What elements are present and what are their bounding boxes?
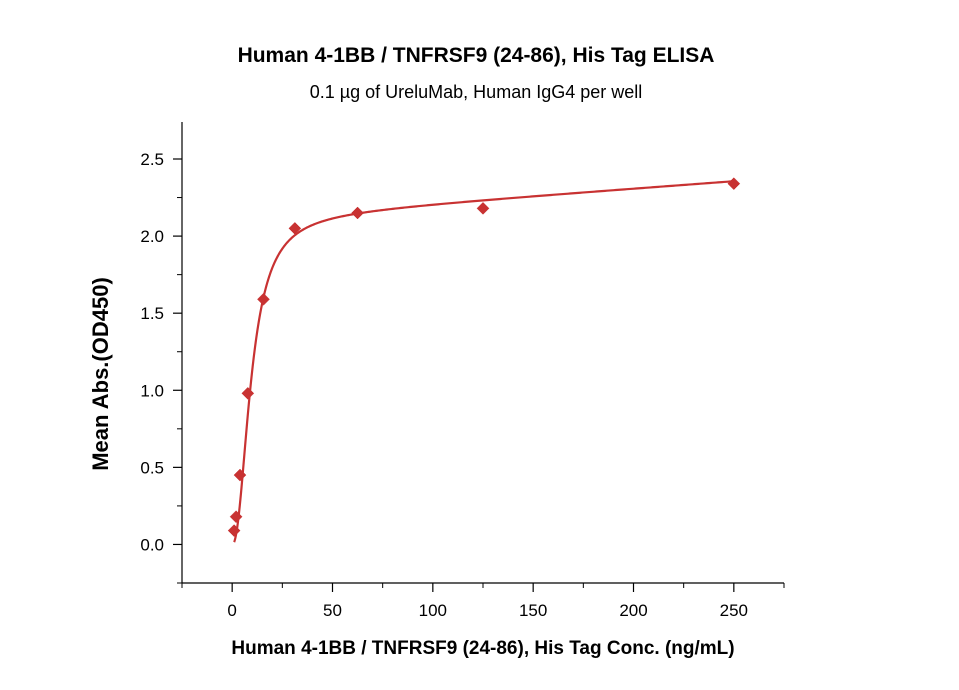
data-point <box>227 524 241 537</box>
y-tick-label: 0.5 <box>140 458 164 477</box>
x-tick-label: 200 <box>619 601 647 620</box>
y-axis-label: Mean Abs.(OD450) <box>88 277 113 471</box>
x-tick-label: 50 <box>323 601 342 620</box>
data-point <box>727 177 741 191</box>
data-point <box>288 222 302 235</box>
x-tick-label: 100 <box>419 601 447 620</box>
data-points <box>227 177 741 537</box>
chart-subtitle: 0.1 µg of UreluMab, Human IgG4 per well <box>310 82 643 102</box>
data-point <box>241 387 255 400</box>
x-tick-label: 150 <box>519 601 547 620</box>
x-axis-ticks: 0 50 100 150 200 250 <box>181 583 785 620</box>
x-tick-label: 250 <box>720 601 748 620</box>
data-point <box>351 206 364 220</box>
data-point <box>229 510 243 524</box>
x-tick-label: 0 <box>227 601 236 620</box>
data-point <box>233 468 247 482</box>
x-axis-label: Human 4-1BB / TNFRSF9 (24-86), His Tag C… <box>231 638 734 659</box>
data-point <box>476 201 490 215</box>
y-axis-ticks: 0.0 0.5 1.0 1.5 2.0 2.5 <box>140 150 182 584</box>
chart-title: Human 4-1BB / TNFRSF9 (24-86), His Tag E… <box>238 44 715 67</box>
fit-curve <box>233 180 734 543</box>
y-tick-label: 2.0 <box>140 227 164 246</box>
y-tick-label: 0.0 <box>140 535 164 554</box>
fit-curve-group <box>233 180 734 543</box>
data-point <box>257 292 270 306</box>
y-tick-label: 2.5 <box>140 150 164 169</box>
y-tick-label: 1.5 <box>140 304 164 323</box>
axes <box>181 122 784 584</box>
y-tick-label: 1.0 <box>140 381 164 400</box>
